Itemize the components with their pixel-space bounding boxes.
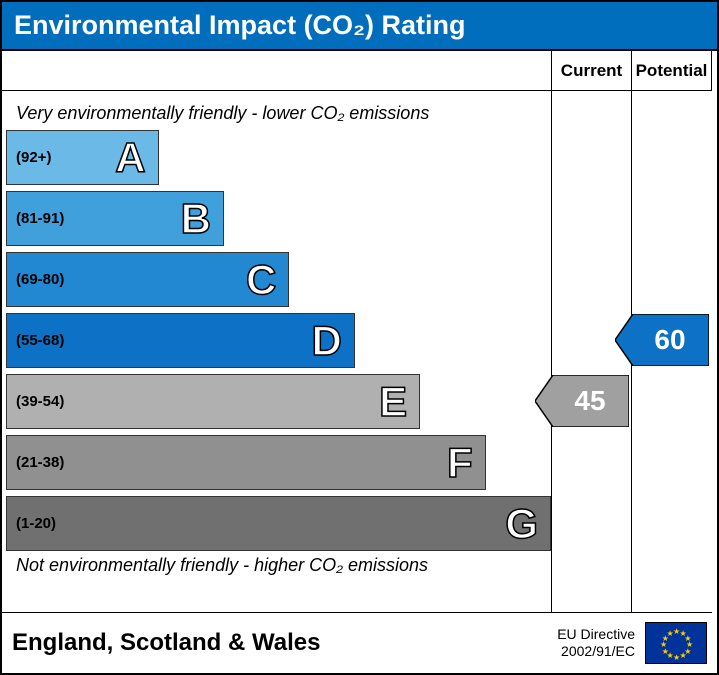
band-letter: E: [379, 378, 407, 426]
footer-directive: EU Directive 2002/91/EC: [557, 626, 635, 660]
band-letter: G: [505, 500, 538, 548]
bands-cell: Very environmentally friendly - lower CO…: [2, 91, 552, 613]
band-range: (55-68): [6, 332, 86, 349]
grid: Current Potential Very environmentally f…: [2, 51, 717, 613]
band-bar: (69-80) C: [6, 252, 289, 307]
band-range: (39-54): [6, 393, 86, 410]
arrow-potential-value: 60: [615, 324, 709, 356]
title-text: Environmental Impact (CO₂) Rating: [14, 10, 466, 40]
band-A: (92+) A: [6, 130, 551, 185]
band-range: (69-80): [6, 271, 86, 288]
band-letter: A: [115, 134, 145, 182]
band-letter: F: [447, 439, 473, 487]
band-letter: B: [181, 195, 211, 243]
eu-flag-icon: ★★★★★★★★★★★★: [645, 622, 707, 664]
band-C: (69-80) C: [6, 252, 551, 307]
band-F: (21-38) F: [6, 435, 551, 490]
band-letter: D: [311, 317, 341, 365]
band-B: (81-91) B: [6, 191, 551, 246]
band-range: (21-38): [6, 454, 86, 471]
band-letter: C: [246, 256, 276, 304]
band-bar: (55-68) D: [6, 313, 355, 368]
band-bar: (39-54) E: [6, 374, 420, 429]
band-bar: (1-20) G: [6, 496, 551, 551]
eir-chart: Environmental Impact (CO₂) Rating Curren…: [0, 0, 719, 675]
directive-line2: 2002/91/EC: [557, 643, 635, 660]
arrow-current: 45: [535, 375, 629, 427]
hdr-potential: Potential: [632, 51, 712, 91]
col-potential: 60: [632, 91, 712, 613]
band-range: (1-20): [6, 515, 86, 532]
title-bar: Environmental Impact (CO₂) Rating: [2, 2, 717, 51]
footer: England, Scotland & Wales EU Directive 2…: [2, 613, 717, 673]
band-D: (55-68) D: [6, 313, 551, 368]
band-range: (81-91): [6, 210, 86, 227]
band-bar: (92+) A: [6, 130, 159, 185]
band-E: (39-54) E: [6, 374, 551, 429]
band-G: (1-20) G: [6, 496, 551, 551]
arrow-potential: 60: [615, 314, 709, 366]
arrow-current-value: 45: [535, 385, 629, 417]
bands-list: (92+) A (81-91) B (69-80) C (55-68) D (39-54) E (2…: [2, 130, 551, 551]
footer-right: EU Directive 2002/91/EC ★★★★★★★★★★★★: [557, 622, 707, 664]
directive-line1: EU Directive: [557, 626, 635, 643]
hdr-current: Current: [552, 51, 632, 91]
band-bar: (81-91) B: [6, 191, 224, 246]
note-top: Very environmentally friendly - lower CO…: [2, 99, 551, 130]
band-bar: (21-38) F: [6, 435, 486, 490]
band-range: (92+): [6, 149, 86, 166]
note-bottom: Not environmentally friendly - higher CO…: [2, 551, 551, 582]
footer-region: England, Scotland & Wales: [12, 629, 320, 657]
hdr-blank: [2, 51, 552, 91]
